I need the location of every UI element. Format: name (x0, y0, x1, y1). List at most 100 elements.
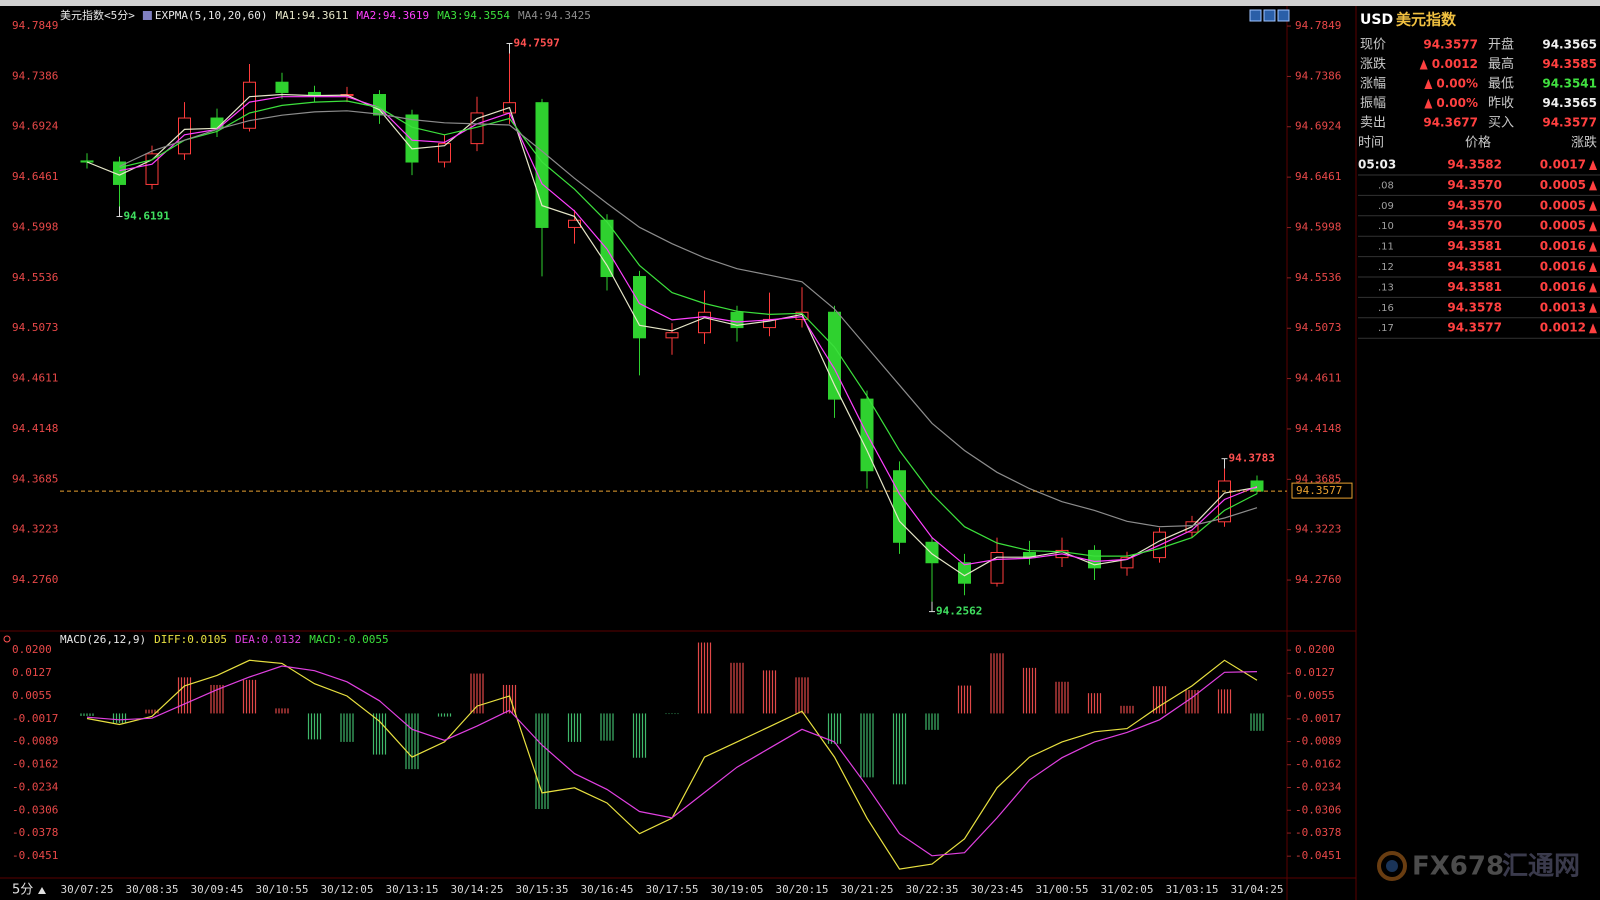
y-tick-label-left: 94.6461 (12, 170, 58, 183)
legend-label: MA3:94.3554 (437, 9, 510, 22)
watermark-name: 汇通网 (1502, 852, 1580, 882)
tick-price: 94.3582 (1447, 158, 1502, 172)
y-tick-label-right: 0.0127 (1295, 666, 1335, 679)
y-tick-label-right: 94.5073 (1295, 321, 1341, 334)
quote-value: 94.3585 (1542, 57, 1597, 71)
up-arrow (1589, 200, 1597, 211)
legend-label: DEA:0.0132 (235, 633, 301, 646)
y-tick-label-right: 94.3223 (1295, 523, 1341, 536)
candle-body (568, 219, 581, 228)
period-arrow[interactable] (38, 887, 46, 894)
candle-body (1250, 480, 1264, 492)
quote-value: 0.00% (1436, 96, 1478, 110)
ma-line (119, 110, 1258, 528)
x-tick-label: 31/02:05 (1101, 883, 1154, 896)
candle-body (145, 153, 159, 185)
legend-label: MA4:94.3425 (518, 9, 591, 22)
last-price-label: 94.3577 (1296, 484, 1342, 497)
up-arrow (1589, 160, 1597, 170)
quote-panel: USD 美元指数 现价 94.3577 开盘 94.3565 涨跌 0.0012 最高 94.… (1358, 11, 1600, 339)
period-label[interactable]: 5分 (12, 883, 33, 898)
quote-label: 涨幅 (1360, 77, 1386, 92)
x-tick-label: 30/17:55 (646, 883, 699, 896)
watermark: FX678 汇通网 (1377, 851, 1580, 882)
macd-marker (3, 635, 11, 643)
tick-change: 0.0016 (1540, 280, 1586, 294)
y-tick-label-right: -0.0017 (1295, 712, 1341, 725)
tick-change: 0.0005 (1540, 178, 1586, 192)
quote-label: 昨收 (1488, 96, 1514, 111)
tick-price: 94.3577 (1447, 321, 1502, 335)
x-tick-label: 30/13:15 (386, 883, 439, 896)
view-button[interactable] (1249, 9, 1262, 22)
x-tick-label: 30/22:35 (906, 883, 959, 896)
tick-price: 94.3578 (1447, 300, 1502, 314)
quote-value: 94.3577 (1423, 38, 1478, 52)
ma-line (119, 100, 1258, 557)
y-tick-label-right: 94.3685 (1295, 472, 1341, 485)
candle-body (665, 332, 679, 339)
tick-time: .16 (1378, 303, 1394, 314)
candle-body (210, 117, 224, 129)
candle-body (405, 114, 419, 163)
y-tick-label-left: 94.4611 (12, 372, 58, 385)
up-arrow (1589, 180, 1597, 191)
view-buttons[interactable] (1249, 9, 1290, 22)
macd-line (86, 659, 1258, 870)
y-tick-label-left: 94.6924 (12, 120, 59, 133)
legend-label: MA1:94.3611 (275, 9, 348, 22)
ticks-header: 时间 (1358, 136, 1384, 151)
y-tick-label-right: -0.0451 (1295, 849, 1341, 862)
candle-body (925, 541, 939, 564)
tick-change: 0.0017 (1540, 158, 1586, 172)
x-tick-label: 30/16:45 (581, 883, 634, 896)
view-button[interactable] (1277, 9, 1290, 22)
tick-price: 94.3570 (1447, 219, 1502, 233)
legend-label: 美元指数<5分> (60, 8, 135, 22)
y-tick-label-left: 94.5073 (12, 321, 58, 334)
tick-price: 94.3581 (1447, 280, 1502, 294)
y-tick-label-left: -0.0378 (12, 826, 58, 839)
ticks-header: 价格 (1465, 135, 1491, 151)
quote-label: 最低 (1488, 77, 1514, 92)
ticks-header: 涨跌 (1571, 135, 1597, 151)
watermark-brand: FX678 (1412, 852, 1504, 882)
period-button[interactable]: 5分 (12, 883, 46, 898)
legend-label: MA2:94.3619 (356, 9, 429, 22)
y-tick-label-left: -0.0162 (12, 758, 58, 771)
y-tick-label-right: 94.5536 (1295, 271, 1341, 284)
tick-price: 94.3570 (1447, 198, 1502, 212)
quote-value: 94.3541 (1542, 77, 1597, 91)
quote-label: 振幅 (1360, 96, 1386, 111)
tick-change: 0.0005 (1540, 198, 1586, 212)
x-tick-label: 30/21:25 (841, 883, 894, 896)
x-tick-label: 30/08:35 (126, 883, 179, 896)
y-tick-label-left: -0.0017 (12, 712, 58, 725)
y-tick-label-left: 94.5998 (12, 221, 58, 234)
up-arrow (1419, 59, 1428, 70)
extreme-label: 94.3783 (1229, 452, 1275, 465)
up-arrow (1589, 262, 1597, 272)
x-tick-label: 30/19:05 (711, 883, 764, 896)
legend-label: DIFF:0.0105 (154, 633, 227, 646)
y-tick-label-left: 94.7386 (12, 69, 58, 82)
y-tick-label-right: 94.7386 (1295, 69, 1341, 82)
y-tick-label-right: 0.0200 (1295, 643, 1335, 656)
y-tick-label-left: 94.5536 (12, 271, 58, 284)
tick-time: .09 (1378, 201, 1394, 212)
ma-line (119, 96, 1258, 566)
y-tick-label-left: 94.3685 (12, 472, 58, 485)
x-tick-label: 31/00:55 (1036, 883, 1089, 896)
legend-label: MACD:-0.0055 (309, 633, 388, 646)
y-tick-label-right: -0.0162 (1295, 758, 1341, 771)
y-tick-label-left: 94.7849 (12, 19, 58, 32)
x-tick-label: 30/14:25 (451, 883, 504, 896)
up-arrow (1589, 221, 1597, 232)
x-tick-label: 31/03:15 (1166, 883, 1219, 896)
candle-body (633, 276, 646, 339)
extreme-label: 94.2562 (936, 605, 982, 618)
y-tick-label-left: 0.0127 (12, 666, 52, 679)
quote-label: 涨跌 (1360, 56, 1386, 72)
x-tick-label: 30/09:45 (191, 883, 244, 896)
view-button[interactable] (1263, 9, 1276, 22)
